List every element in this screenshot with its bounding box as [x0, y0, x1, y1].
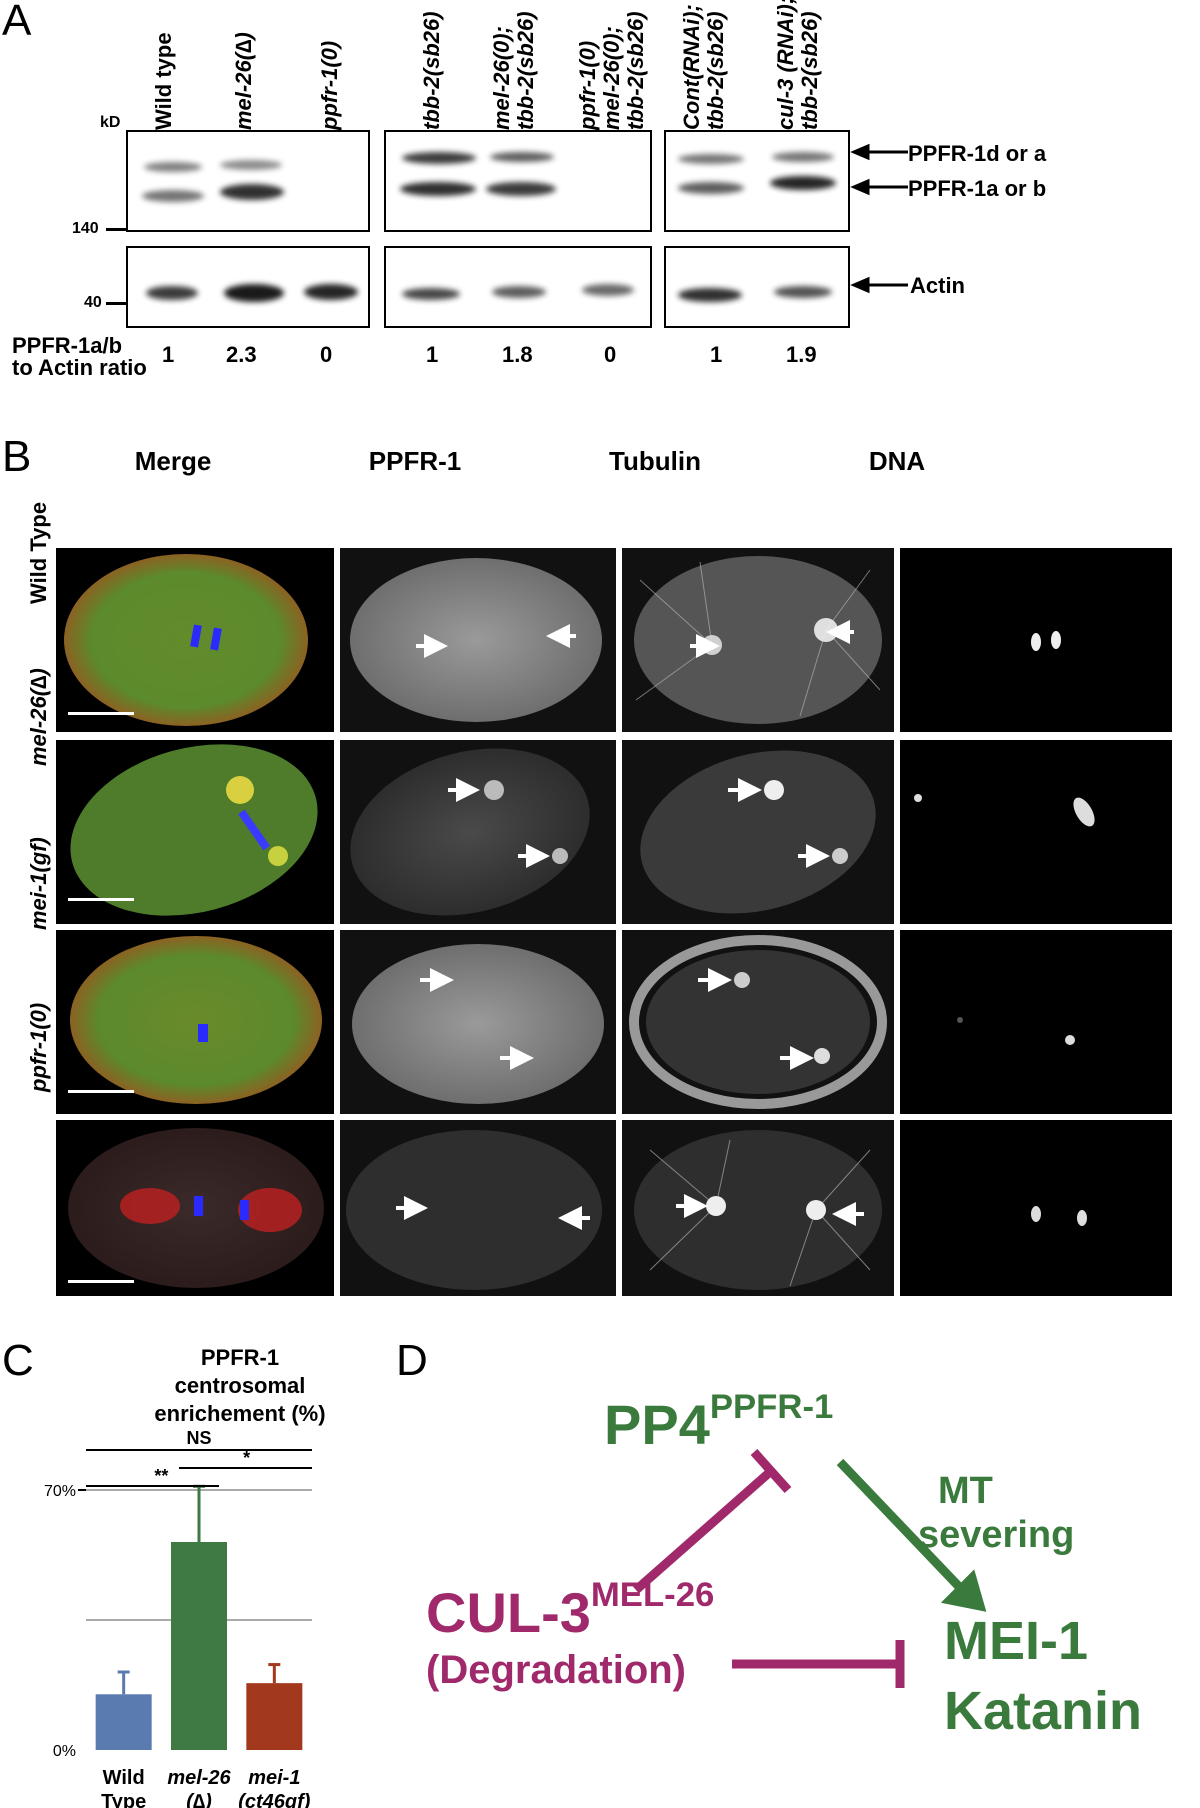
column-title-dna: DNA: [868, 446, 926, 476]
panel-a-letter: A: [2, 0, 32, 45]
micrograph-dna: [900, 740, 1172, 924]
panel-b-letter: B: [2, 432, 32, 481]
mt-label: MT: [938, 1470, 993, 1512]
ratio-label: to Actin ratio: [12, 355, 147, 380]
significance-label: *: [243, 1448, 250, 1468]
bar: [171, 1542, 227, 1750]
blot-band: [224, 284, 284, 302]
blot-band: [402, 288, 460, 300]
micrograph-grid: [56, 548, 1172, 1296]
blot-band: [678, 182, 744, 194]
blot-band: [490, 152, 554, 162]
ratio-value: 2.3: [226, 342, 257, 367]
severing-label: severing: [918, 1514, 1075, 1556]
panel-d-letter: D: [396, 1336, 428, 1385]
ratio-value: 0: [604, 342, 617, 367]
category-label: mel-26: [167, 1767, 231, 1789]
y-tick-label: 70%: [44, 1483, 76, 1500]
blot-band: [678, 288, 742, 302]
mw-marker-140: 140: [72, 220, 99, 237]
arrow-label-actin: Actin: [910, 273, 965, 298]
ratio-value: 0: [320, 342, 333, 367]
degradation-label: (Degradation): [426, 1648, 686, 1692]
ppfr1-blot-1: [126, 130, 370, 232]
blot-band: [582, 284, 634, 296]
blot-band: [220, 184, 284, 200]
cul3-label: CUL-3MEL-26: [426, 1575, 715, 1644]
y-tick-label: 0%: [53, 1743, 76, 1760]
ratio-label: PPFR-1a/b: [12, 333, 123, 358]
kd-label: kD: [100, 114, 121, 131]
ratio-value: 1: [426, 342, 439, 367]
katanin-label: Katanin: [944, 1681, 1143, 1741]
column-title-tubulin: Tubulin: [609, 446, 701, 476]
blot-band: [146, 286, 198, 300]
blot-band: [402, 152, 476, 164]
category-label: mei-1: [248, 1767, 300, 1789]
bar-chart-title: PPFR-1 centrosomal enrichement (%): [154, 1345, 326, 1426]
blot-band: [774, 286, 832, 298]
mw-tick: [106, 228, 128, 231]
blot-band: [770, 176, 836, 190]
arrow-label-ppfr1-d: PPFR-1d or a: [908, 141, 1047, 166]
cul3-inhibits-pp4: [633, 1468, 773, 1594]
panel-c-letter: C: [2, 1336, 34, 1385]
bar: [95, 1694, 152, 1750]
micrograph-dna: [900, 930, 1172, 1114]
ppfr1-blot-3: [664, 130, 850, 232]
blot-band: [220, 160, 282, 170]
ratio-value: 1: [162, 342, 175, 367]
category-label: (ct46gf): [238, 1791, 311, 1808]
mei1-label: MEI-1: [944, 1611, 1089, 1671]
blot-band: [400, 182, 476, 196]
significance-label: **: [154, 1466, 168, 1486]
column-title-merge: Merge: [134, 446, 212, 476]
blot-band: [492, 286, 546, 298]
pp4-activates-mei1: [836, 1458, 970, 1598]
blot-band: [304, 284, 358, 300]
blot-band: [678, 154, 744, 164]
actin-blot-2: [384, 246, 652, 328]
column-title-ppfr1: PPFR-1: [368, 446, 462, 476]
ratio-value: 1.8: [502, 342, 533, 367]
blot-band: [486, 182, 556, 196]
blot-band: [144, 162, 202, 172]
category-label: Type: [101, 1791, 146, 1808]
actin-blot-1: [126, 246, 370, 328]
ppfr1-blot-2: [384, 130, 652, 232]
significance-label: NS: [186, 1428, 211, 1448]
ratio-value: 1: [710, 342, 723, 367]
blot-band: [142, 190, 204, 202]
actin-blot-3: [664, 246, 850, 328]
ratio-value: 1.9: [786, 342, 817, 367]
pp4-label: PP4PPFR-1: [604, 1387, 834, 1456]
mw-marker-40: 40: [84, 294, 102, 311]
category-label: Wild: [103, 1767, 145, 1789]
category-label: (∆): [186, 1791, 212, 1808]
blot-band: [772, 152, 834, 162]
arrow-label-ppfr1-a: PPFR-1a or b: [908, 176, 1047, 201]
bar: [246, 1683, 303, 1750]
mw-tick: [106, 302, 128, 305]
blot-arrows: [850, 143, 908, 294]
